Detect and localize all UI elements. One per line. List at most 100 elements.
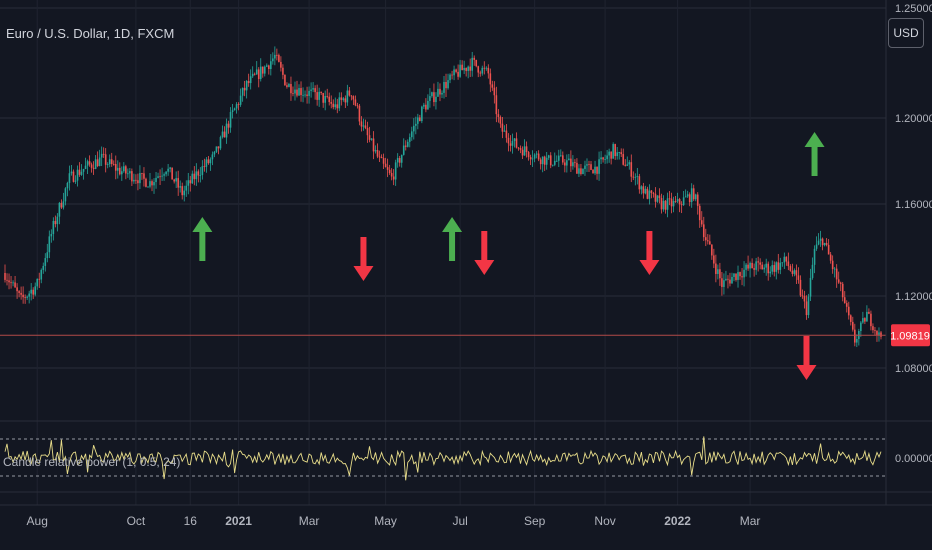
candle-body xyxy=(362,125,365,127)
candle-body xyxy=(376,150,379,157)
candle-body xyxy=(507,137,510,144)
time-tick-label: May xyxy=(374,514,397,528)
candle-body xyxy=(441,92,443,95)
candle-body xyxy=(320,91,322,94)
candle-body xyxy=(668,198,671,200)
time-axis[interactable]: Aug Oct 16 2021 Mar May Jul Sep Nov 2022 Mar xyxy=(0,504,932,528)
candle-body xyxy=(485,67,488,69)
candle-body xyxy=(268,65,270,70)
candle-body xyxy=(741,276,743,278)
candle-body xyxy=(529,157,532,160)
candle-body xyxy=(874,330,876,331)
candle-body xyxy=(10,282,12,284)
time-tick-label: 2021 xyxy=(225,514,252,528)
candle-body xyxy=(501,123,504,132)
candle-body xyxy=(135,179,137,181)
candle-body xyxy=(358,105,361,122)
candle-body xyxy=(733,273,735,277)
candle-body xyxy=(143,173,145,179)
candle-body xyxy=(52,220,55,234)
candle-body xyxy=(360,121,363,127)
candle-body xyxy=(155,177,157,183)
candle-body xyxy=(523,146,526,156)
candle-body xyxy=(618,152,621,153)
candle-body xyxy=(610,151,612,159)
candle-body xyxy=(727,278,729,280)
candle-body xyxy=(652,192,655,194)
candle-body xyxy=(757,261,759,263)
candle-body xyxy=(84,165,87,169)
candle-body xyxy=(644,188,647,194)
candle-body xyxy=(799,279,802,296)
candle-body xyxy=(473,57,476,60)
candle-body xyxy=(841,283,844,298)
candle-body xyxy=(773,265,776,272)
candle-body xyxy=(543,156,546,165)
candle-body xyxy=(759,262,761,265)
candle-body xyxy=(608,151,610,156)
candle-body xyxy=(139,173,141,184)
candle-body xyxy=(439,88,441,95)
candle-body xyxy=(209,159,212,164)
candle-body xyxy=(666,198,669,210)
candle-body xyxy=(684,196,687,198)
candle-body xyxy=(491,84,494,88)
candle-body xyxy=(811,264,814,278)
candle-body xyxy=(457,71,459,77)
candle-body xyxy=(463,67,465,71)
symbol-title[interactable]: Euro / U.S. Dollar, 1D, FXCM xyxy=(6,26,175,41)
candle-body xyxy=(586,164,588,166)
candle-body xyxy=(688,194,691,203)
candle-body xyxy=(431,92,433,97)
candle-body xyxy=(225,123,228,138)
candle-body xyxy=(580,168,582,175)
candle-body xyxy=(785,256,788,262)
candle-body xyxy=(147,186,149,188)
candle-body xyxy=(771,265,774,272)
candle-body xyxy=(600,157,602,160)
candle-body xyxy=(813,248,816,265)
candle-body xyxy=(650,190,653,193)
candle-body xyxy=(110,159,113,165)
indicator-title[interactable]: Candle relative power (1, 0.5, 24) xyxy=(3,455,181,469)
candle-body xyxy=(676,199,679,202)
candle-body xyxy=(636,176,639,178)
candle-body xyxy=(503,130,506,132)
candle-body xyxy=(217,146,220,149)
candle-body xyxy=(435,96,437,103)
up-arrow-icon xyxy=(192,217,213,261)
candle-body xyxy=(866,311,868,322)
candle-body xyxy=(535,153,538,155)
candle-body xyxy=(4,273,6,280)
candle-body xyxy=(153,182,155,186)
candle-body xyxy=(80,171,83,175)
candle-body xyxy=(694,194,697,200)
candle-body xyxy=(133,179,135,182)
candle-body xyxy=(745,264,747,270)
candle-body xyxy=(255,69,258,75)
candle-body xyxy=(680,204,683,206)
candle-body xyxy=(775,262,778,272)
candle-body xyxy=(831,260,834,270)
price-axis[interactable]: 1.25000 1.20000 1.16000 1.12000 1.08000 xyxy=(885,0,932,505)
candle-body xyxy=(761,264,763,270)
candle-body xyxy=(86,161,89,166)
candle-body xyxy=(604,159,606,160)
candle-body xyxy=(263,66,266,74)
candle-body xyxy=(793,270,796,274)
candle-body xyxy=(215,146,218,152)
candle-body xyxy=(443,81,445,93)
candle-body xyxy=(318,91,320,100)
candle-body xyxy=(296,89,298,96)
indicator-pane[interactable] xyxy=(0,420,932,493)
candle-body xyxy=(123,166,125,172)
currency-button[interactable]: USD xyxy=(888,18,924,48)
candle-body xyxy=(521,149,524,156)
candle-body xyxy=(509,143,512,146)
candle-body xyxy=(58,202,61,217)
candle-body xyxy=(20,292,22,295)
candle-body xyxy=(12,282,14,284)
candle-body xyxy=(6,279,8,281)
candle-body xyxy=(845,303,848,307)
